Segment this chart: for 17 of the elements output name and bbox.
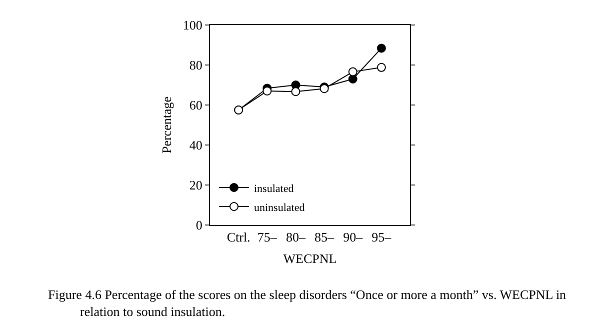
x-tick-label: 85– (314, 230, 335, 245)
x-tick-label: Ctrl. (226, 230, 250, 245)
y-tick-label: 20 (189, 178, 202, 193)
y-tick-label: 40 (189, 138, 202, 153)
y-tick-label: 0 (196, 218, 202, 233)
x-tick-label: 95– (372, 230, 392, 245)
y-tick-label: 80 (189, 58, 202, 73)
x-tick-label: 80– (286, 230, 306, 245)
x-axis-title: WECPNL (283, 251, 337, 266)
x-tick-label: 90– (343, 230, 364, 245)
y-tick-label: 60 (189, 98, 202, 113)
x-tick-label: 75– (257, 230, 278, 245)
y-axis-title: Percentage (158, 96, 174, 154)
legend-label: uninsulated (254, 202, 306, 214)
caption: Figure 4.6 Percentage of the scores on the sleep disorders “Once or more a month” vs. WECPNL in relation to sound insulation. (48, 286, 568, 320)
legend-label: insulated (254, 182, 294, 195)
y-tick-label: 100 (182, 18, 202, 33)
